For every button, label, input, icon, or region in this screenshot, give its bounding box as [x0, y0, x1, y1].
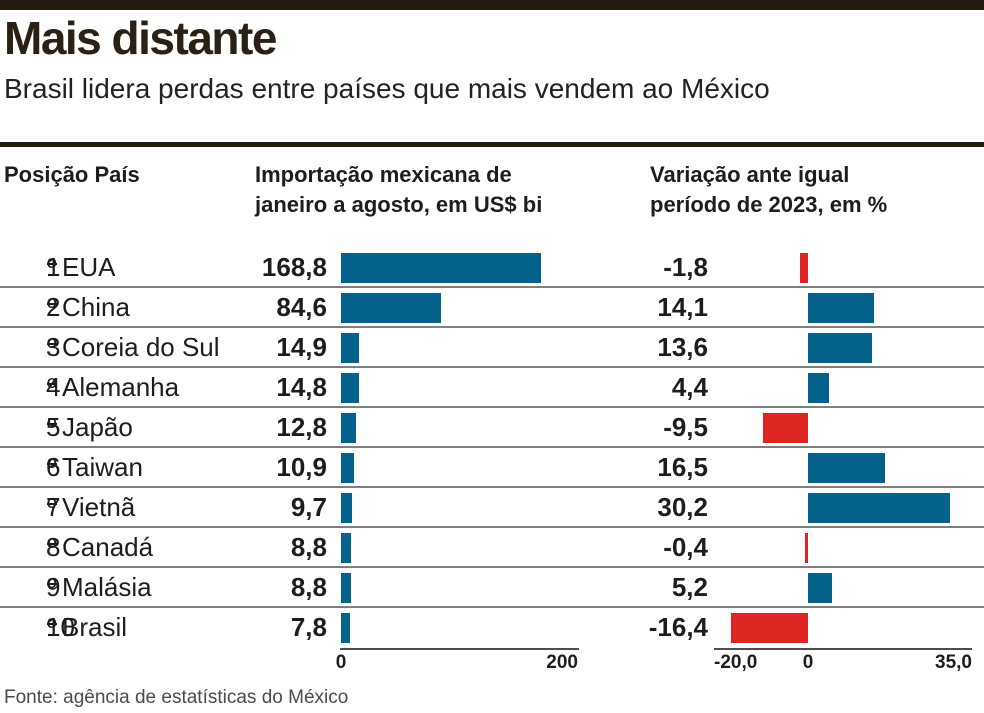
header-rule — [0, 142, 984, 147]
country-label: Canadá — [62, 532, 154, 562]
variation-axis-tick-neg20: -20,0 — [714, 652, 758, 673]
variation-bar — [808, 333, 872, 363]
country-label: Alemanha — [62, 372, 180, 402]
country-label: Coreia do Sul — [62, 332, 220, 362]
variation-axis-tick-35: 35,0 — [935, 652, 972, 673]
import-bar — [341, 453, 354, 483]
variation-value: -1,8 — [663, 252, 708, 282]
import-bar — [341, 613, 351, 643]
import-bar — [341, 293, 442, 323]
ordinal-indicator: º — [46, 448, 58, 486]
country-label: EUA — [62, 252, 116, 282]
variation-value: 14,1 — [657, 292, 708, 322]
import-bar — [341, 333, 359, 363]
rank-number: 9 — [46, 572, 61, 602]
ordinal-indicator: º — [46, 528, 58, 566]
table-row: 10 º Brasil 7,8 -16,4 — [0, 608, 984, 648]
import-value: 8,8 — [290, 572, 327, 602]
ordinal-indicator: º — [46, 288, 58, 326]
import-bar — [341, 413, 357, 443]
ordinal-indicator: º — [46, 488, 58, 526]
import-value: 84,6 — [276, 292, 327, 322]
ordinal-indicator: º — [46, 408, 58, 446]
ordinal-indicator: º — [46, 328, 58, 366]
import-bar — [341, 373, 359, 403]
top-bar — [0, 0, 984, 10]
country-label: Taiwan — [62, 452, 143, 482]
variation-axis-line — [714, 648, 972, 650]
variation-value: 30,2 — [657, 492, 708, 522]
import-value: 168,8 — [261, 252, 327, 282]
country-label: Malásia — [62, 572, 152, 602]
variation-bar — [808, 453, 886, 483]
ordinal-indicator: º — [46, 248, 58, 286]
rank-number: 8 — [46, 532, 61, 562]
variation-value: 5,2 — [671, 572, 708, 602]
variation-bar — [808, 573, 833, 603]
country-label: Vietnã — [62, 492, 136, 522]
ordinal-indicator: º — [46, 568, 58, 606]
country-label: Japão — [62, 412, 133, 442]
import-value: 14,8 — [276, 372, 327, 402]
import-value: 14,9 — [276, 332, 327, 362]
variation-value: 13,6 — [657, 332, 708, 362]
country-label: China — [62, 292, 130, 322]
rank-number: 7 — [46, 492, 61, 522]
variation-bar — [763, 413, 808, 443]
column-header-position: Posição País — [4, 162, 140, 187]
rank-number: 6 — [46, 452, 61, 482]
imports-axis-line — [340, 648, 579, 650]
variation-value: -9,5 — [663, 412, 708, 442]
variation-value: -16,4 — [648, 612, 708, 642]
imports-axis-tick-200: 200 — [546, 652, 578, 673]
variation-axis-tick-zero: 0 — [802, 652, 814, 673]
column-header-variation: Variação ante igual período de 2023, em … — [650, 162, 888, 217]
variation-value: 4,4 — [671, 372, 708, 402]
import-value: 12,8 — [276, 412, 327, 442]
rank-number: 3 — [46, 332, 61, 362]
source-note: Fonte: agência de estatísticas do México — [4, 687, 349, 708]
rank-number: 2 — [46, 292, 61, 322]
column-header-imports: Importação mexicana de janeiro a agosto,… — [255, 162, 543, 217]
ordinal-indicator: º — [46, 368, 58, 406]
variation-value: 16,5 — [657, 452, 708, 482]
variation-bar — [808, 293, 875, 323]
rank-number: 1 — [46, 252, 61, 282]
variation-bar — [808, 373, 829, 403]
rank-number: 10 — [46, 612, 75, 642]
import-value: 8,8 — [290, 532, 327, 562]
rank-number: 5 — [46, 412, 61, 442]
rank-number: 4 — [46, 372, 61, 402]
variation-value: -0,4 — [663, 532, 708, 562]
import-bar — [341, 253, 542, 283]
import-bar — [341, 573, 352, 603]
page-title: Mais distante — [4, 12, 277, 64]
import-bar — [341, 533, 352, 563]
variation-bar — [799, 253, 808, 283]
import-value: 10,9 — [276, 452, 327, 482]
country-label: Brasil — [62, 612, 128, 642]
page-subtitle: Brasil lidera perdas entre países que ma… — [4, 73, 770, 104]
import-value: 7,8 — [290, 612, 327, 642]
variation-bar — [731, 613, 808, 643]
import-bar — [341, 493, 353, 523]
variation-bar — [808, 493, 950, 523]
variation-bar — [805, 533, 808, 563]
imports-axis-tick-zero: 0 — [335, 652, 347, 673]
ordinal-indicator: º — [46, 608, 58, 646]
import-value: 9,7 — [290, 492, 327, 522]
